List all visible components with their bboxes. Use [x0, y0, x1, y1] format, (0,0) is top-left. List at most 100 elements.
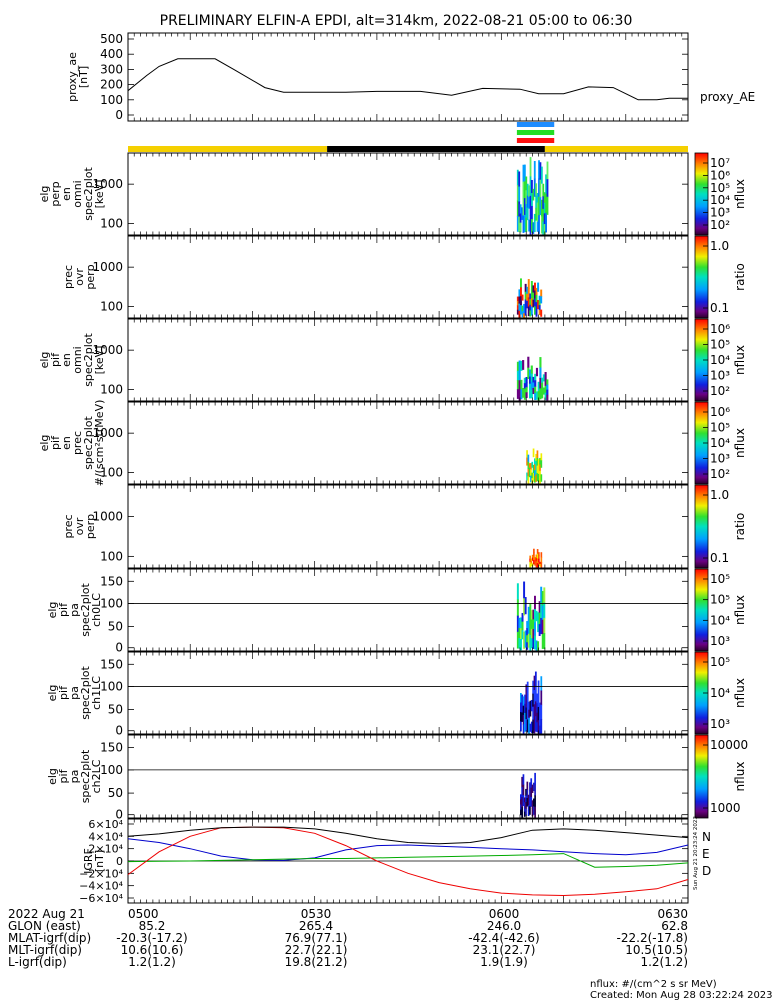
- spectrogram-cell: [532, 382, 535, 389]
- panel-ylabel: perp: [84, 264, 97, 289]
- spectrogram-cell: [523, 181, 526, 199]
- spectrogram-cell: [539, 725, 541, 734]
- spectrogram-cell: [527, 297, 530, 308]
- spectrogram-cell: [521, 294, 524, 301]
- spectrogram-cell: [532, 376, 535, 383]
- spectrogram-cell: [536, 202, 539, 213]
- spectrogram-cell: [534, 306, 536, 315]
- spectrogram-cell: [529, 555, 531, 560]
- spectrogram-cell: [518, 637, 521, 649]
- spectrogram-cell: [527, 476, 530, 484]
- spectrogram-cell: [527, 606, 530, 621]
- table-cell: -20.3(-17.2): [116, 931, 187, 945]
- spectrogram-cell: [526, 472, 528, 481]
- spectrogram-cell: [526, 450, 528, 459]
- spectrogram-cell: [545, 193, 547, 214]
- colorbar-tick-label: 10⁵: [710, 181, 730, 195]
- spectrogram-cell: [530, 796, 533, 807]
- spectrogram-cell: [534, 393, 537, 401]
- spectrogram-cell: [538, 552, 540, 556]
- spectrogram-cell: [537, 693, 540, 708]
- spectrogram-cell: [523, 388, 526, 395]
- spectrogram-cell: [532, 629, 535, 640]
- spectrogram-cell: [525, 190, 528, 205]
- y-tick-label: 0: [115, 108, 123, 122]
- spectrogram-cell: [530, 463, 532, 470]
- spectrogram-cell: [539, 388, 542, 400]
- y-tick-label: 100: [100, 763, 123, 777]
- panel-ylabel: prec: [62, 514, 75, 538]
- spectrogram-cell: [520, 693, 522, 703]
- spectrogram-cell: [525, 217, 528, 232]
- panel-ylabel: pif: [57, 685, 70, 700]
- spectrogram-cell: [524, 307, 527, 316]
- spectrogram-cell: [539, 561, 541, 565]
- y-tick-label: 200: [100, 78, 123, 92]
- spectrogram-cell: [526, 781, 529, 791]
- y-tick-label: 1000: [92, 177, 123, 191]
- spectrogram-cell: [543, 602, 546, 619]
- spectrogram-cell: [546, 196, 549, 215]
- spectrogram-cell: [536, 558, 539, 564]
- spectrogram-cell: [531, 206, 533, 220]
- spectrogram-cell: [526, 183, 529, 197]
- status-bar-segment: [128, 146, 328, 152]
- spectrogram-cell: [529, 176, 532, 197]
- table-cell: 10.6(10.6): [121, 943, 184, 957]
- spectrogram-cell: [522, 696, 525, 707]
- spectrogram-cell: [539, 470, 541, 478]
- spectrogram-cell: [525, 176, 528, 191]
- spectrogram-cell: [546, 161, 549, 180]
- spectrogram-cell: [528, 390, 532, 399]
- panel-ylabel: ch0LC: [90, 593, 103, 627]
- y-tick-label: −4×10⁴: [79, 880, 123, 893]
- colorbar-tick-label: 10⁵: [710, 572, 730, 586]
- spectrogram-cell: [534, 464, 536, 471]
- spectrogram-cell: [518, 201, 521, 218]
- spectrogram-cell: [526, 789, 529, 799]
- spectrogram-cell: [516, 370, 520, 381]
- spectrogram-cell: [527, 356, 530, 369]
- spectrogram-cell: [527, 620, 530, 635]
- spectrogram-cell: [519, 213, 522, 224]
- spectrogram-cell: [529, 634, 532, 651]
- spectrogram-cell: [516, 300, 519, 306]
- spectrogram-cell: [529, 782, 531, 791]
- colorbar-tick-label: 10⁵: [710, 421, 730, 435]
- colorbar-tick-label: 10000: [710, 738, 748, 752]
- sidebar-stamp: Sun Aug 21 20:23:24 2023: [693, 816, 699, 890]
- spectrogram-cell: [516, 615, 519, 633]
- colorbar-tick-label: 1.0: [710, 239, 729, 253]
- spectrogram-cell: [528, 725, 530, 735]
- spectrogram-cell: [532, 798, 535, 807]
- spectrogram-cell: [534, 476, 536, 483]
- proxy-ae-ylabel: [nT]: [77, 66, 90, 88]
- spectrogram-cell: [540, 453, 543, 461]
- panel-frame: [127, 484, 689, 569]
- spectrogram-cell: [536, 549, 539, 555]
- spectrogram-cell: [532, 680, 535, 695]
- spectrogram-cell: [531, 472, 534, 479]
- spectrogram-cell: [542, 196, 545, 210]
- spectrogram-cell: [538, 555, 540, 560]
- spectrogram-cell: [534, 386, 537, 394]
- y-tick-label: 50: [108, 786, 123, 800]
- spectrogram-cell: [523, 581, 526, 599]
- spectrogram-cell: [518, 617, 521, 629]
- y-tick-label: 0: [115, 724, 123, 738]
- spectrogram-cell: [526, 797, 529, 807]
- spectrogram-cell: [533, 552, 535, 557]
- spectrogram-cell: [540, 676, 543, 691]
- spectrogram-cell: [525, 382, 528, 388]
- spectrogram-cell: [516, 185, 519, 202]
- spectrogram-cell: [523, 811, 526, 817]
- science-zone-marker: [516, 138, 555, 143]
- spectrogram-cell: [533, 675, 536, 691]
- table-cell: 23.1(22.7): [473, 943, 536, 957]
- spectrogram-cell: [535, 207, 538, 221]
- colorbar-label: ratio: [733, 513, 747, 541]
- spectrogram-cell: [540, 460, 543, 468]
- colorbar-tick-label: 10²: [710, 218, 730, 232]
- spectrogram-cell: [528, 472, 531, 478]
- spectrogram-cell: [535, 561, 538, 566]
